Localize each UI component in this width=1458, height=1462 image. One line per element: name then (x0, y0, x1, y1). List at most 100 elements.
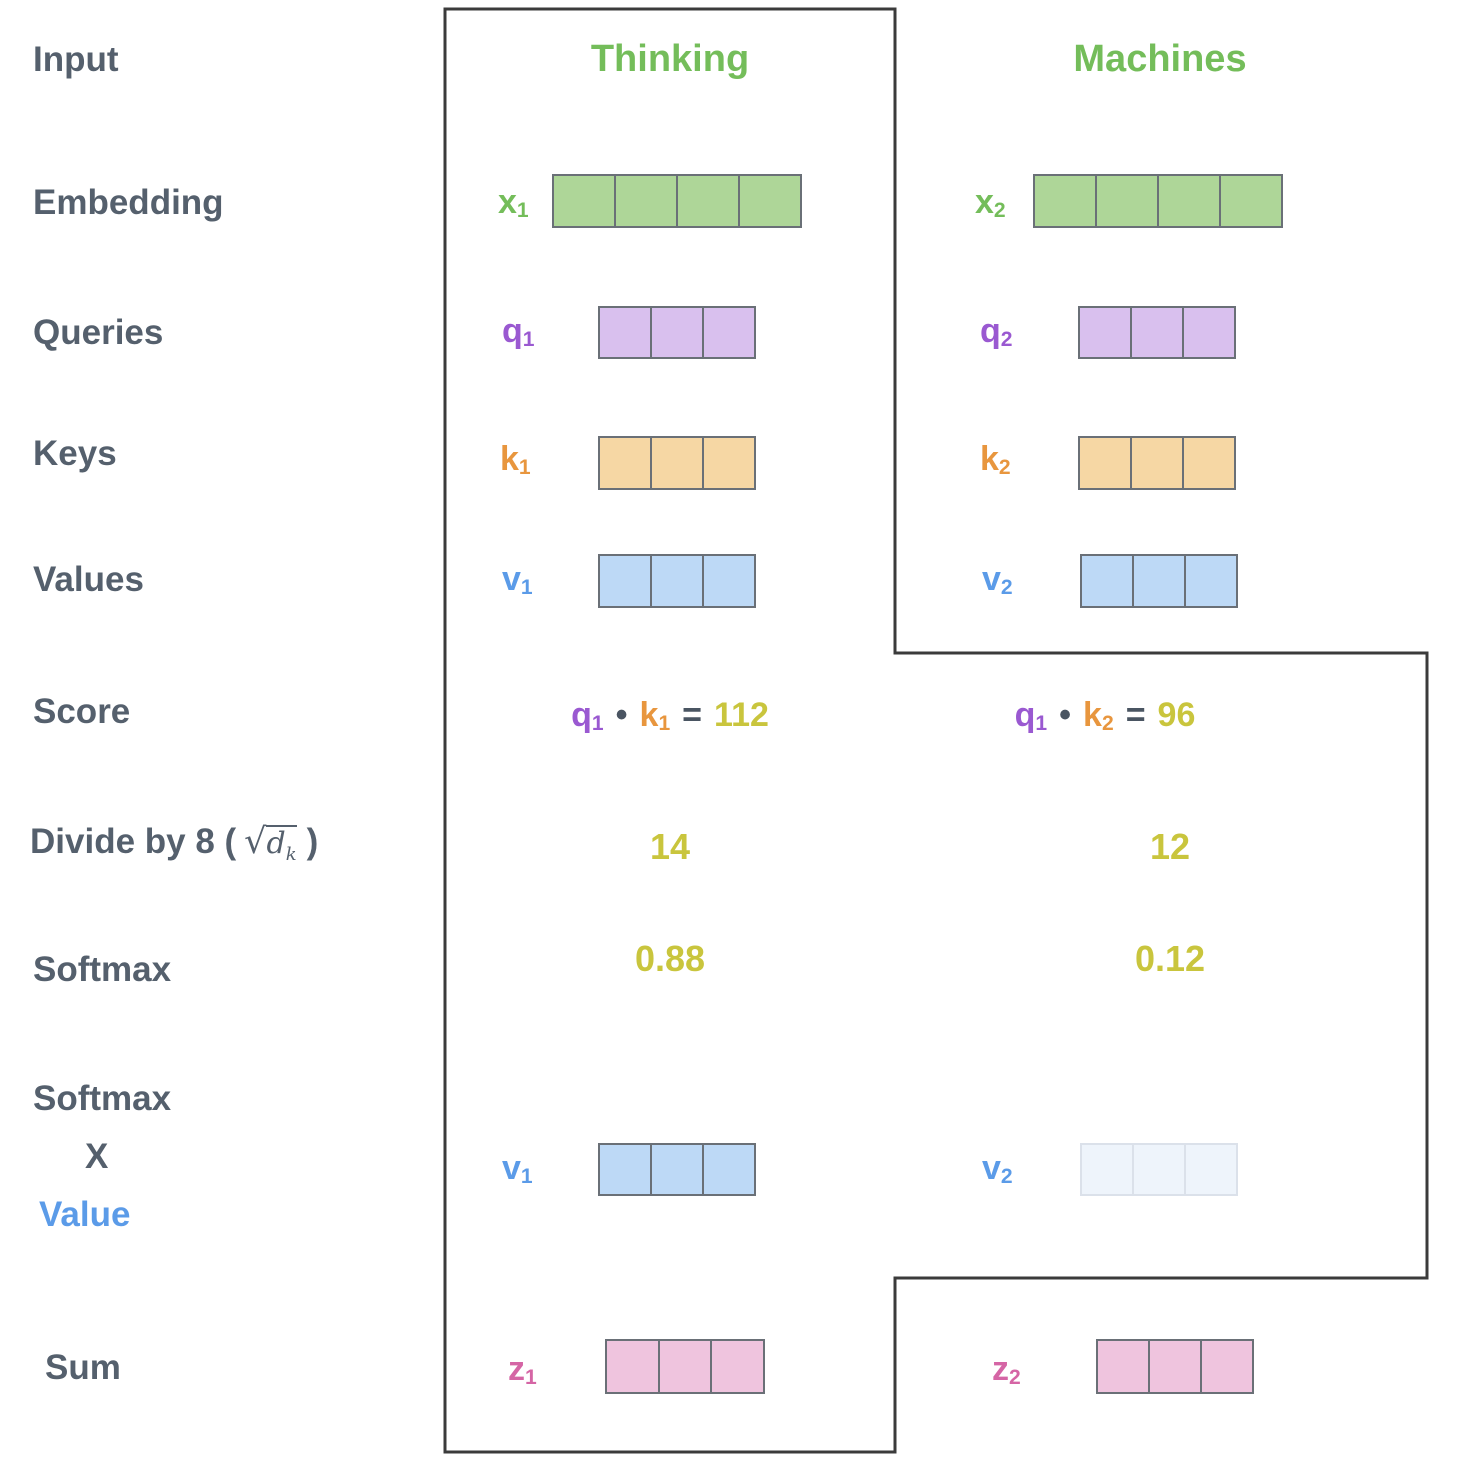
vector-cell (704, 554, 756, 608)
vector-k2 (1078, 436, 1236, 490)
vector-cell (1134, 554, 1186, 608)
vector-cell (659, 1339, 713, 1394)
row-label-input: Input (33, 40, 119, 79)
vector-label-v2-weighted: v2 (982, 1149, 1013, 1188)
word-header-thinking: Thinking (590, 38, 750, 80)
divide-value-2: 12 (1149, 826, 1191, 867)
vector-cell (704, 306, 756, 359)
vector-cell (1033, 174, 1097, 228)
vector-cell (1221, 174, 1283, 228)
vector-cell (1096, 1339, 1150, 1394)
vector-cell (1186, 1143, 1238, 1196)
row-label-keys: Keys (33, 434, 117, 473)
vector-v2-weighted-faded (1080, 1143, 1238, 1196)
vector-v2 (1080, 554, 1238, 608)
vector-cell (605, 1339, 660, 1394)
row-label-score: Score (33, 692, 131, 731)
score2-k: k2 (1083, 696, 1114, 735)
softmax-value-2: 0.12 (1134, 938, 1206, 979)
vector-label-x1: x1 (498, 183, 529, 222)
sqrt-radical-symbol: √ (244, 822, 267, 862)
vector-cell (598, 306, 652, 359)
softmax-value-1: 0.88 (634, 938, 706, 979)
row-label-queries: Queries (33, 313, 164, 352)
vector-label-v1: v1 (502, 560, 533, 599)
row-label-divide: Divide by 8 (√dk) (30, 822, 318, 866)
vector-cell (1184, 306, 1236, 359)
vector-label-z2: z2 (992, 1350, 1021, 1389)
sqrt-radicand: dk (266, 825, 297, 866)
vector-cell (1080, 1143, 1134, 1196)
vector-label-q2: q2 (980, 312, 1013, 351)
divide-value-1: 14 (649, 826, 691, 867)
score2-q: q1 (1014, 696, 1048, 735)
vector-cell (712, 1339, 766, 1394)
vector-x1 (552, 174, 802, 228)
vector-cell (678, 174, 740, 228)
vector-x2 (1033, 174, 1283, 228)
vector-cell (1078, 306, 1132, 359)
vector-cell (704, 436, 756, 490)
vector-z1 (605, 1339, 766, 1394)
score1-equals: = (682, 696, 703, 734)
score2-equals: = (1125, 696, 1146, 734)
softmax-x-value-line2: X (85, 1137, 109, 1176)
vector-cell (1184, 436, 1236, 490)
softmax-x-value-line1: Softmax (33, 1079, 172, 1118)
divide-prefix: Divide by 8 ( (30, 822, 237, 861)
vector-cell (740, 174, 802, 228)
vector-q1 (598, 306, 756, 359)
score1-k: k1 (639, 696, 671, 735)
vector-cell (552, 174, 616, 228)
vector-label-v1-weighted: v1 (502, 1149, 533, 1188)
vector-cell (616, 174, 678, 228)
vector-v1 (598, 554, 756, 608)
row-label-values: Values (33, 560, 144, 599)
vector-label-v2: v2 (982, 560, 1013, 599)
vector-v1-weighted (598, 1143, 756, 1196)
vector-cell (1080, 554, 1134, 608)
dot-product-icon: • (615, 696, 628, 734)
vector-cell (1186, 554, 1238, 608)
score-expression-2: q1 • k2 = 96 (940, 696, 1270, 735)
vector-cell (652, 1143, 704, 1196)
score2-value: 96 (1157, 696, 1196, 734)
radicand-sub-k: k (285, 844, 297, 865)
vector-cell (652, 554, 704, 608)
dot-product-icon: • (1059, 696, 1072, 734)
vector-cell (1078, 436, 1132, 490)
word-header-machines: Machines (1073, 38, 1247, 80)
vector-cell (1150, 1339, 1202, 1394)
vector-z2 (1096, 1339, 1254, 1394)
row-label-softmax: Softmax (33, 950, 172, 989)
vector-cell (1134, 1143, 1186, 1196)
vector-cell (1159, 174, 1221, 228)
vector-cell (1097, 174, 1159, 228)
vector-cell (1202, 1339, 1254, 1394)
vector-label-x2: x2 (975, 183, 1006, 222)
vector-cell (1132, 436, 1184, 490)
vector-cell (598, 436, 652, 490)
score1-value: 112 (714, 696, 769, 734)
vector-label-q1: q1 (502, 312, 535, 351)
vector-label-z1: z1 (508, 1350, 537, 1389)
vector-cell (1132, 306, 1184, 359)
row-label-sum: Sum (45, 1348, 121, 1387)
softmax-x-value-line3: Value (39, 1195, 131, 1234)
row-label-embedding: Embedding (33, 183, 224, 222)
vector-cell (598, 554, 652, 608)
vector-k1 (598, 436, 756, 490)
vector-q2 (1078, 306, 1236, 359)
score1-q: q1 (571, 696, 604, 735)
vector-cell (598, 1143, 652, 1196)
radicand-d: d (266, 826, 286, 861)
score-expression-1: q1 • k1 = 112 (445, 696, 895, 735)
row-label-softmax-x-value: Softmax X Value (33, 1070, 171, 1244)
vector-cell (652, 436, 704, 490)
vector-cell (704, 1143, 756, 1196)
divide-suffix: ) (306, 822, 319, 861)
vector-label-k1: k1 (500, 440, 531, 479)
vector-label-k2: k2 (980, 440, 1011, 479)
